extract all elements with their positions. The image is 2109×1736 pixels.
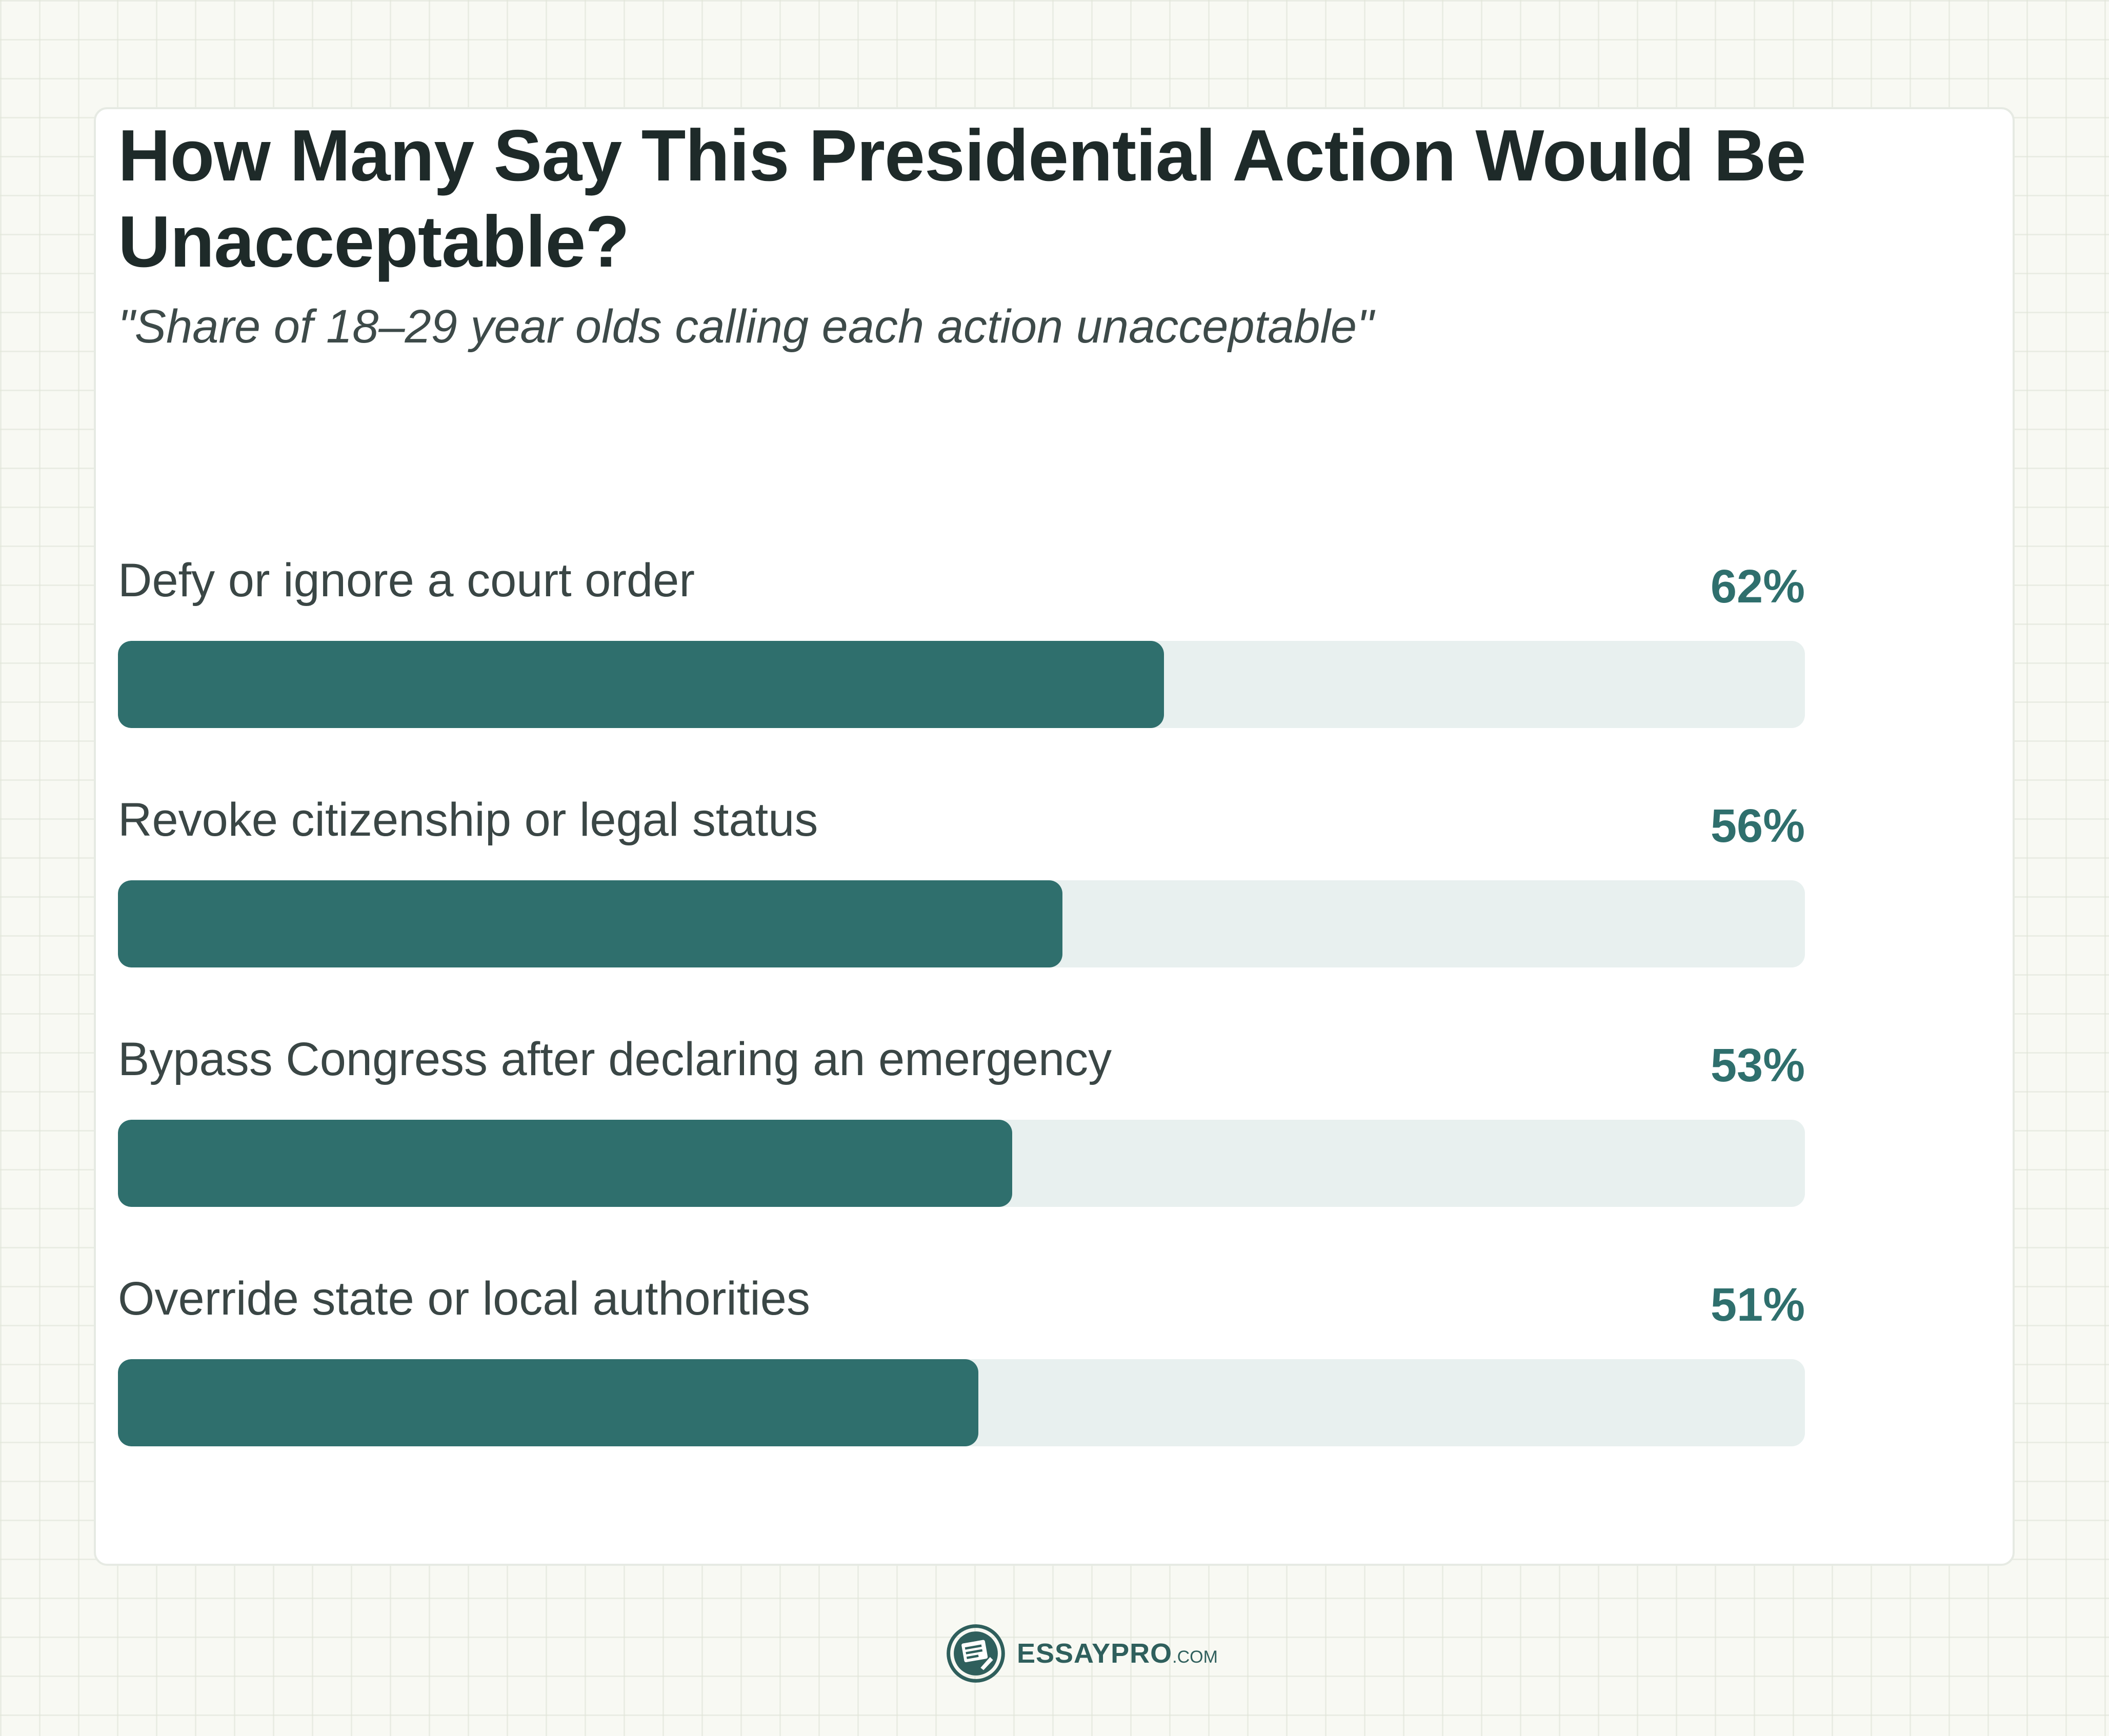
chart-card: [94, 107, 2015, 1566]
brand-text: ESSAYPRO.COM: [1017, 1638, 1218, 1669]
bar-row: Revoke citizenship or legal status 56%: [118, 793, 1805, 1008]
value-label: 53%: [1710, 1039, 1805, 1092]
bar-row: Bypass Congress after declaring an emerg…: [118, 1033, 1805, 1248]
brand-logo: ESSAYPRO.COM: [946, 1623, 1218, 1684]
category-label: Bypass Congress after declaring an emerg…: [118, 1033, 1112, 1085]
essaypro-logo-icon: [947, 1624, 1005, 1683]
bar: [118, 880, 1063, 967]
value-label: 56%: [1710, 800, 1805, 852]
brand-name: ESSAYPRO: [1017, 1638, 1173, 1669]
value-label: 51%: [1710, 1279, 1805, 1331]
category-label: Override state or local authorities: [118, 1273, 810, 1325]
bar-track: [118, 641, 1805, 728]
chart-subtitle: "Share of 18–29 year olds calling each a…: [118, 300, 1374, 353]
brand-suffix: .COM: [1172, 1647, 1218, 1667]
category-label: Revoke citizenship or legal status: [118, 794, 818, 846]
bar: [118, 1120, 1012, 1207]
bar-track: [118, 880, 1805, 967]
bar: [118, 1359, 978, 1446]
bar-track: [118, 1359, 1805, 1446]
value-label: 62%: [1710, 560, 1805, 613]
chart-title: How Many Say This Presidential Action Wo…: [118, 115, 1806, 282]
bar: [118, 641, 1164, 728]
bar-row: Override state or local authorities 51%: [118, 1272, 1805, 1487]
category-label: Defy or ignore a court order: [118, 554, 695, 607]
bar-track: [118, 1120, 1805, 1207]
bar-row: Defy or ignore a court order 62%: [118, 554, 1805, 769]
